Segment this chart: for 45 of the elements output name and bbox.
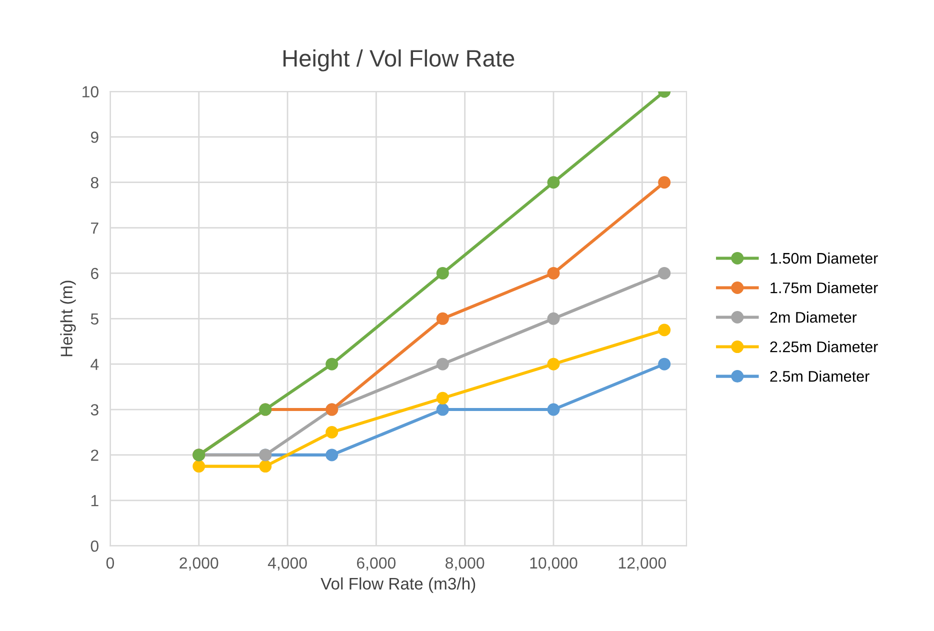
y-tick-label: 2	[91, 450, 98, 461]
point	[326, 426, 338, 438]
y-tick-label: 1	[91, 495, 98, 506]
y-tick-label: 7	[91, 222, 98, 234]
point	[658, 176, 671, 189]
point	[326, 358, 338, 370]
x-tick-label: 10,000	[530, 557, 578, 571]
x-tick-label: 4,000	[268, 557, 307, 571]
point	[326, 448, 338, 462]
point	[436, 312, 449, 325]
y-axis-title: Height (m)	[60, 280, 76, 356]
point	[547, 176, 560, 189]
x-tick-label: 0	[106, 557, 114, 569]
legend-label: 1.50m Diameter	[770, 252, 878, 264]
point	[658, 358, 671, 370]
y-tick-label: 5	[90, 313, 98, 325]
x-axis-title: Vol Flow Rate (m3/h)	[320, 577, 476, 593]
legend-label: 2m Diameter	[770, 312, 857, 323]
legend-label: 2.25m Diameter	[770, 341, 878, 352]
point	[547, 403, 560, 416]
point	[436, 403, 449, 416]
chart-title: Height / Vol Flow Rate	[283, 49, 514, 72]
y-tick-label: 10	[82, 86, 98, 98]
point	[259, 460, 272, 473]
point	[658, 324, 671, 336]
y-tick-label: 0	[90, 540, 98, 552]
point	[547, 358, 560, 370]
point	[436, 358, 449, 370]
legend-label: 1.75m Diameter	[770, 282, 878, 294]
y-tick-label: 4	[90, 358, 99, 370]
y-tick-label: 6	[91, 268, 98, 280]
y-tick-label: 8	[90, 176, 98, 188]
point	[436, 266, 449, 280]
legend-label: 2.5m Diameter	[770, 370, 870, 382]
point	[658, 266, 671, 280]
point	[547, 266, 560, 280]
point	[547, 312, 560, 325]
y-tick-label: 9	[90, 132, 98, 143]
x-tick-label: 8,000	[446, 557, 484, 571]
y-tick-label: 3	[90, 404, 98, 416]
x-tick-label: 6,000	[357, 557, 396, 571]
x-tick-label: 12,000	[618, 557, 666, 571]
point	[192, 460, 206, 473]
point	[436, 392, 449, 404]
x-tick-label: 2,000	[180, 557, 218, 571]
